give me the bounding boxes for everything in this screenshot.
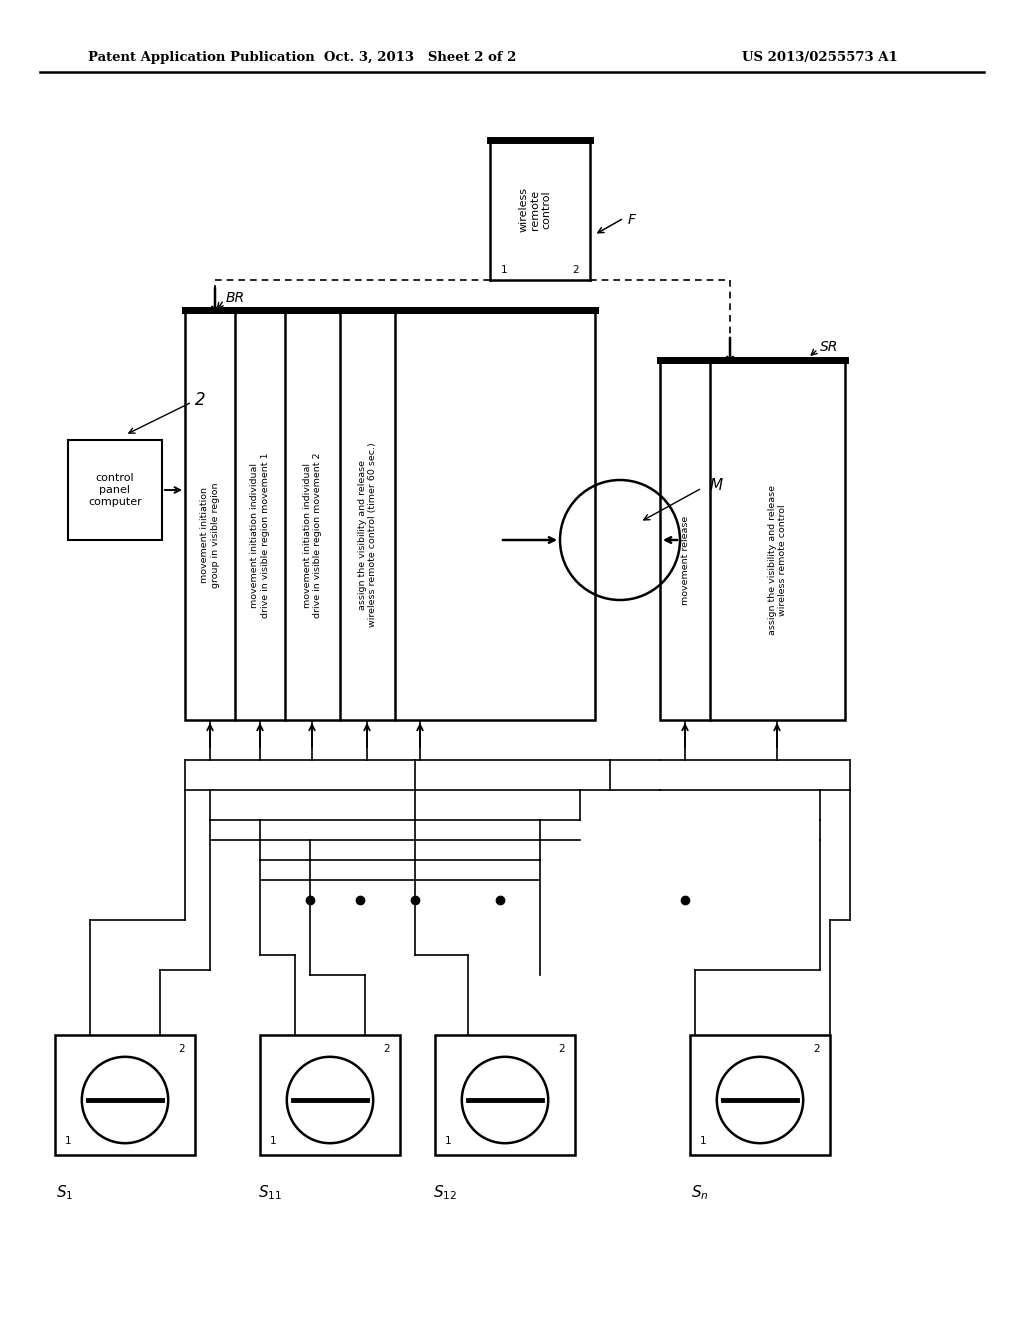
Text: SR: SR [820,341,839,354]
Bar [185,310,595,719]
Bar [690,1035,830,1155]
Text: 1: 1 [65,1137,72,1146]
Text: F: F [628,213,636,227]
Text: movement initiation
group in visible region: movement initiation group in visible reg… [201,482,220,587]
Text: assign the visibility and release
wireless remote control (timer 60 sec.): assign the visibility and release wirele… [357,442,377,627]
Text: movement release: movement release [681,515,689,605]
Bar [55,1035,195,1155]
Text: 1: 1 [700,1137,707,1146]
Text: 2: 2 [558,1044,565,1053]
Text: 2: 2 [178,1044,185,1053]
Text: 1: 1 [270,1137,276,1146]
Text: 2: 2 [813,1044,820,1053]
Text: 2: 2 [572,265,580,275]
Text: US 2013/0255573 A1: US 2013/0255573 A1 [742,50,898,63]
Text: wireless
remote
control: wireless remote control [518,187,552,232]
Text: FIG. 2: FIG. 2 [72,1040,140,1060]
Text: 1: 1 [445,1137,452,1146]
Text: Oct. 3, 2013   Sheet 2 of 2: Oct. 3, 2013 Sheet 2 of 2 [324,50,516,63]
Text: control
panel
computer: control panel computer [88,474,142,507]
Bar [660,360,845,719]
Text: 1: 1 [501,265,507,275]
Text: movement initiation individual
drive in visible region movement 2: movement initiation individual drive in … [303,453,323,618]
Text: M: M [710,478,723,492]
Text: $S_{11}$: $S_{11}$ [258,1183,282,1201]
Text: 2: 2 [383,1044,390,1053]
Text: $S_1$: $S_1$ [56,1183,74,1201]
Bar [68,440,162,540]
Text: Patent Application Publication: Patent Application Publication [88,50,314,63]
Text: $S_n$: $S_n$ [691,1183,709,1201]
Bar [435,1035,575,1155]
Bar [260,1035,400,1155]
Text: movement initiation individual
drive in visible region movement 1: movement initiation individual drive in … [250,453,269,618]
Text: BR: BR [226,290,245,305]
Text: 2: 2 [195,391,206,409]
Text: assign the visibility and release
wireless remote control: assign the visibility and release wirele… [768,484,787,635]
Text: $S_{12}$: $S_{12}$ [433,1183,457,1201]
